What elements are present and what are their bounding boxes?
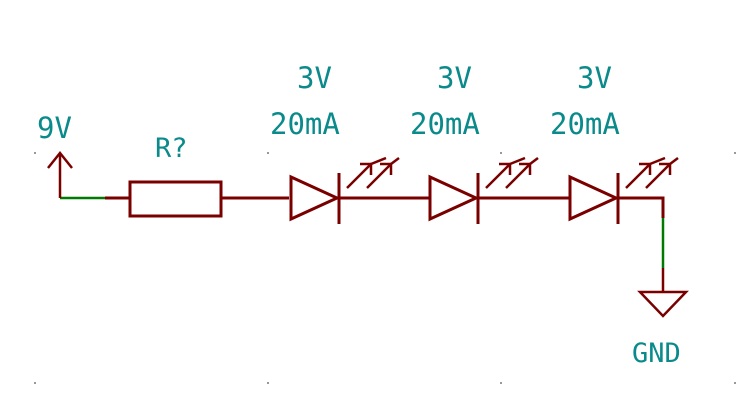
power-symbol-9v[interactable] (47, 150, 73, 198)
led-3[interactable] (568, 156, 679, 224)
led-1-current-label: 20mA (270, 107, 340, 141)
led-3-current-label: 20mA (550, 107, 620, 141)
ground-label: GND (632, 338, 681, 369)
led-2[interactable] (428, 156, 569, 224)
power-label: 9V (37, 111, 72, 145)
resistor-ref-label: R? (155, 133, 188, 164)
led-3-voltage-label: 3V (577, 61, 612, 95)
wires (60, 196, 665, 268)
led-2-current-label: 20mA (410, 107, 480, 141)
grid-dots (34, 152, 736, 384)
ground-symbol[interactable] (637, 268, 689, 318)
led-1-voltage-label: 3V (297, 61, 332, 95)
led-2-voltage-label: 3V (437, 61, 472, 95)
led-1[interactable] (289, 156, 429, 224)
led-2-emission-arrows-icon (485, 156, 539, 189)
led-1-emission-arrows-icon (346, 156, 400, 189)
resistor[interactable] (105, 180, 289, 218)
led-3-emission-arrows-icon (625, 156, 679, 189)
